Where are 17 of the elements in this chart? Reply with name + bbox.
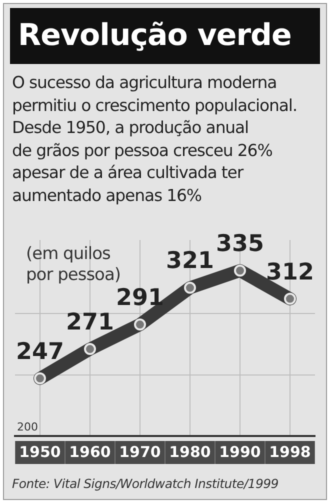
data-label: 271 (66, 309, 114, 336)
annotation: 200 (17, 420, 38, 434)
data-label: 321 (166, 248, 214, 274)
data-label: 247 (16, 338, 64, 365)
x-tick-label: 1950 (19, 442, 61, 461)
data-label: 291 (116, 284, 164, 311)
data-label: 312 (266, 259, 314, 286)
x-tick-label: 1980 (169, 442, 211, 461)
x-tick-label: 1970 (119, 442, 161, 461)
chart-subtitle: O sucesso da agricultura moderna permitiu o crescimento populacional. Desde 1950, a produção anual de grãos por pessoa cresceu 26% apesar de a área cultivada ter aumentado apenas 16% (12, 72, 298, 206)
x-tick-label: 1990 (219, 442, 261, 461)
x-tick-label: 1960 (69, 442, 111, 461)
chart-title: Revolução verde (10, 8, 320, 64)
source-note: Fonte: Vital Signs/Worldwatch Institute/1999 (12, 476, 278, 491)
y-axis-title: (em quilos por pessoa) (26, 244, 120, 286)
data-label: 335 (216, 231, 264, 258)
x-tick-label: 1998 (269, 442, 311, 461)
